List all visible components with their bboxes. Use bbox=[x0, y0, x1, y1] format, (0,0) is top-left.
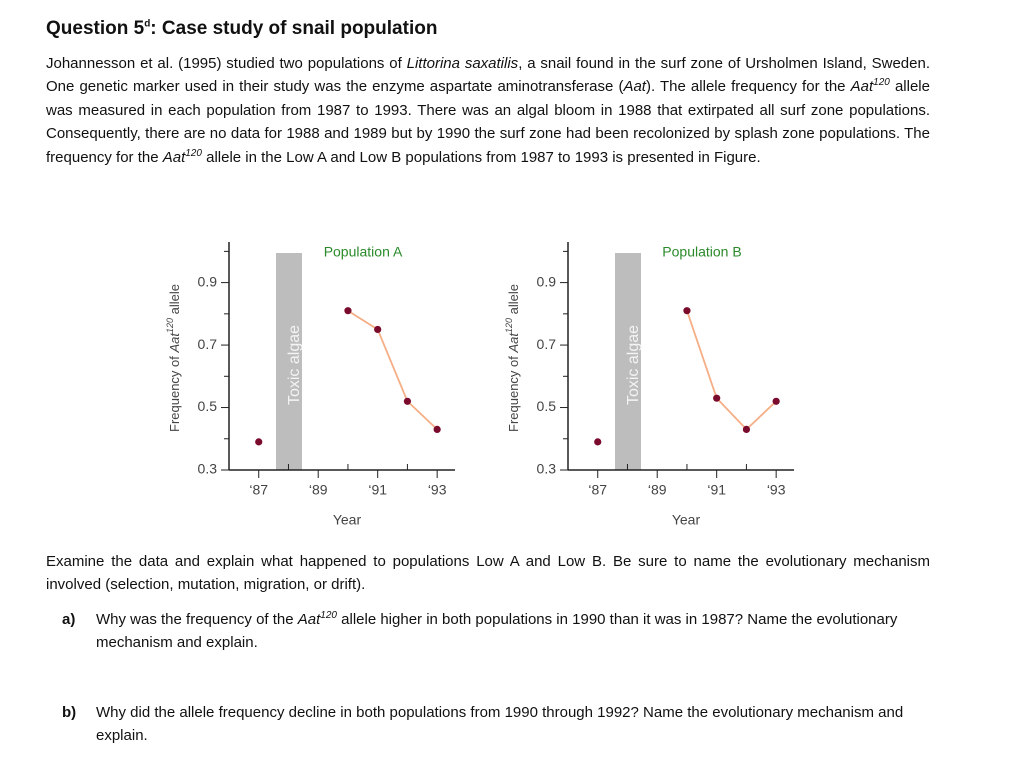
y-axis-label-part: 120 bbox=[165, 318, 175, 333]
annotation: Toxic algae bbox=[286, 325, 303, 405]
series-line bbox=[347, 309, 438, 431]
run: allele in the Low A and Low B population… bbox=[201, 148, 761, 166]
x-tick-label: ‘87 bbox=[249, 482, 268, 498]
run: 120 bbox=[873, 77, 890, 89]
question-label: b) bbox=[62, 704, 77, 721]
run: Aat bbox=[623, 78, 646, 96]
x-tick-label: ‘93 bbox=[428, 482, 447, 498]
title-text: Question 5 bbox=[46, 18, 145, 39]
run: allele higher in both populations in 199… bbox=[96, 611, 898, 651]
x-tick-label: ‘89 bbox=[648, 482, 667, 498]
y-axis-label-part: 120 bbox=[504, 318, 514, 333]
data-point bbox=[713, 394, 721, 402]
y-axis-label-part: Frequency of bbox=[506, 353, 521, 433]
question-text: Why was the frequency of the Aat120 alle… bbox=[96, 608, 930, 654]
figure: Toxic algae 0.3 0.5 0.7 0.9 ‘87 ‘89 ‘91 ‘93 Year F… bbox=[165, 242, 794, 528]
question-title: Question 5d: Case study of snail populat… bbox=[46, 18, 437, 40]
run: allele was measured in each population f… bbox=[46, 78, 930, 166]
data-point bbox=[772, 397, 780, 405]
algae-band bbox=[615, 253, 641, 470]
data-point bbox=[433, 425, 441, 433]
data-point bbox=[683, 307, 691, 315]
run: Aat bbox=[162, 148, 186, 166]
y-tick-label: 0.7 bbox=[198, 336, 218, 352]
y-tick-label: 0.5 bbox=[537, 398, 557, 414]
y-tick-label: 0.3 bbox=[198, 461, 218, 477]
run: ). The allele frequency for the bbox=[645, 78, 851, 96]
run: Littorina saxatilis bbox=[406, 55, 519, 72]
title-text: : Case study of snail population bbox=[150, 18, 438, 39]
y-axis-label-part: Aat bbox=[506, 332, 521, 354]
run: Why did the allele frequency decline in … bbox=[96, 704, 904, 744]
x-axis-label: Year bbox=[333, 512, 362, 528]
question-label: a) bbox=[62, 611, 76, 628]
run: Why was the frequency of the bbox=[96, 611, 298, 628]
run: 120 bbox=[320, 610, 337, 621]
x-tick-label: ‘87 bbox=[588, 482, 607, 498]
y-tick-label: 0.3 bbox=[537, 461, 557, 477]
y-tick-label: 0.5 bbox=[198, 398, 218, 414]
x-axis-label: Year bbox=[672, 512, 701, 528]
x-tick-label: ‘91 bbox=[368, 482, 387, 498]
data-point bbox=[594, 438, 602, 446]
data-point bbox=[374, 325, 382, 334]
chart: Toxic algae 0.3 0.5 0.7 0.9 ‘87 ‘89 ‘91 ‘93 Year F… bbox=[165, 242, 455, 528]
data-point bbox=[255, 438, 263, 446]
run: Aat bbox=[850, 78, 874, 96]
y-axis-label-part: allele bbox=[506, 284, 521, 318]
run: , a snail found in the surf zone of Ursh… bbox=[46, 55, 930, 96]
x-tick-label: ‘93 bbox=[767, 482, 786, 498]
x-tick-label: ‘89 bbox=[309, 482, 328, 498]
title-sup: d bbox=[144, 18, 151, 30]
y-tick-label: 0.9 bbox=[198, 273, 218, 289]
series-label: Population B bbox=[662, 244, 741, 260]
algae-band bbox=[276, 253, 302, 470]
intro: Johannesson et al. (1995) studied two po… bbox=[46, 52, 930, 169]
data-point bbox=[403, 397, 412, 405]
series-line bbox=[686, 310, 777, 431]
run: 120 bbox=[185, 147, 202, 159]
series-label: Population A bbox=[324, 244, 403, 260]
data-point bbox=[742, 425, 751, 433]
run: Johannesson et al. (1995) studied two po… bbox=[46, 55, 407, 72]
y-axis-label: Frequency of Aat120 allele bbox=[165, 284, 182, 432]
y-axis-label-part: Frequency of bbox=[167, 353, 182, 433]
x-tick-label: ‘91 bbox=[707, 482, 726, 498]
question-text: Why did the allele frequency decline in … bbox=[96, 701, 930, 747]
y-axis-label-part: allele bbox=[167, 284, 182, 318]
annotation: Toxic algae bbox=[625, 325, 642, 405]
y-axis-label-part: Aat bbox=[167, 332, 182, 354]
run: Aat bbox=[297, 611, 321, 628]
y-axis-label: Frequency of Aat120 allele bbox=[504, 284, 521, 432]
y-tick-label: 0.9 bbox=[537, 273, 557, 289]
chart: Toxic algae 0.3 0.5 0.7 0.9 ‘87 ‘89 ‘91 ‘93 Year F… bbox=[504, 242, 794, 528]
y-tick-label: 0.7 bbox=[537, 336, 557, 352]
prompt: Examine the data and explain what happen… bbox=[46, 553, 930, 594]
data-point bbox=[344, 307, 352, 315]
